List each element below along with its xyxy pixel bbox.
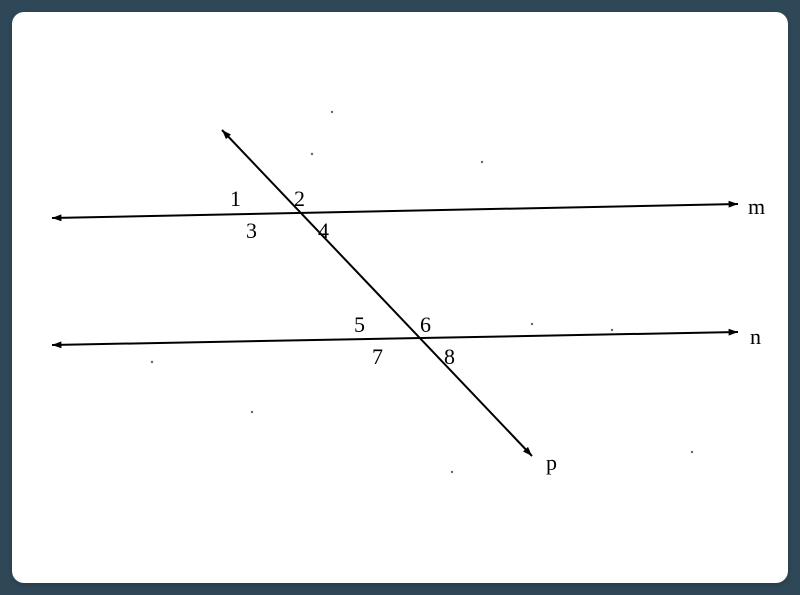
- angle-5-label: 5: [354, 312, 365, 338]
- line-m-label: m: [748, 194, 765, 220]
- geometry-svg: [12, 12, 788, 583]
- diagram-card: m n p 1 2 3 4 5 6 7 8: [12, 12, 788, 583]
- angle-1-label: 1: [230, 186, 241, 212]
- angle-7-label: 7: [372, 344, 383, 370]
- line-p-label: p: [546, 450, 557, 476]
- angle-2-label: 2: [294, 186, 305, 212]
- angle-6-label: 6: [420, 312, 431, 338]
- line-n-label: n: [750, 324, 761, 350]
- angle-8-label: 8: [444, 344, 455, 370]
- angle-4-label: 4: [318, 218, 329, 244]
- angle-3-label: 3: [246, 218, 257, 244]
